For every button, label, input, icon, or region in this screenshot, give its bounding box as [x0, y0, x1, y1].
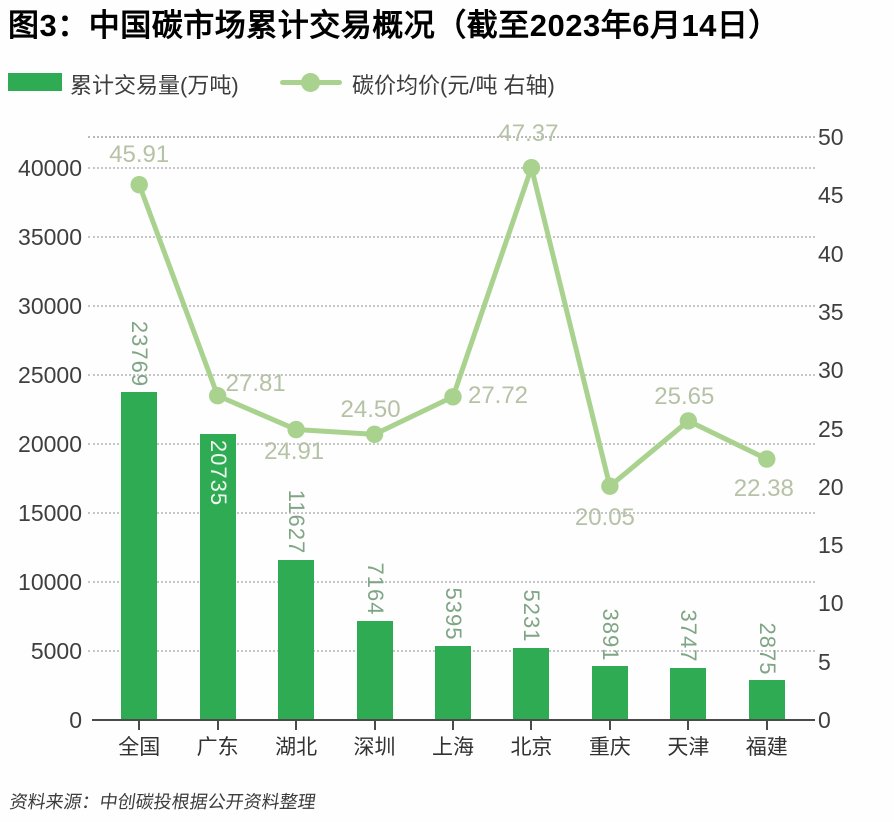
price-point-label: 24.50: [340, 396, 401, 424]
category-label: 深圳: [353, 736, 396, 759]
right-axis-tick-label: 25: [818, 415, 844, 442]
left-axis-tick-label: 20000: [18, 431, 82, 457]
right-axis-tick-label: 20: [818, 473, 844, 500]
left-axis-tick-label: 40000: [18, 155, 82, 181]
left-axis-tick-label: 15000: [18, 500, 82, 526]
price-point-marker: [287, 420, 305, 439]
legend-label-volume: 累计交易量(万吨): [70, 73, 239, 98]
price-point-marker: [522, 158, 541, 177]
right-axis-tick-label: 50: [818, 124, 844, 150]
price-point-marker: [601, 477, 619, 495]
price-point-label: 27.81: [225, 369, 286, 397]
gridline: [88, 236, 815, 238]
right-axis-tick-label: 40: [818, 240, 844, 267]
gridline: [88, 167, 815, 169]
gridline: [88, 512, 815, 514]
category-label: 重庆: [588, 736, 631, 759]
chart-title: 图3：中国碳市场累计交易概况（截至2023年6月14日）: [8, 8, 780, 43]
left-axis-tick-label: 0: [69, 707, 82, 733]
bar: [670, 668, 707, 720]
x-axis-tick: [687, 721, 690, 730]
left-axis-tick-label: 30000: [18, 293, 82, 319]
bar: [199, 433, 236, 720]
left-axis-tick-label: 25000: [18, 362, 82, 388]
x-axis-line: [92, 719, 815, 721]
price-point-marker: [130, 175, 148, 194]
x-axis-tick: [452, 721, 454, 730]
category-label: 福建: [745, 736, 788, 759]
category-label: 上海: [432, 736, 474, 759]
left-axis-tick-label: 10000: [18, 569, 82, 595]
price-point-label: 47.37: [498, 119, 559, 147]
line-marker-dot-icon: [301, 73, 320, 92]
gridline: [88, 443, 815, 445]
x-axis-tick: [530, 721, 533, 730]
right-axis-tick-label: 10: [818, 590, 844, 617]
category-label: 全国: [118, 736, 161, 759]
bar-series-swatch-icon: [8, 73, 62, 91]
gridline: [88, 305, 815, 307]
x-axis-tick: [138, 721, 141, 730]
price-point-label: 25.65: [654, 382, 715, 410]
x-axis-tick: [373, 721, 376, 730]
x-axis-tick: [216, 721, 219, 730]
right-axis-tick-label: 15: [818, 532, 844, 559]
right-axis-tick-label: 5: [818, 648, 831, 675]
category-label: 北京: [510, 736, 553, 759]
price-point-marker: [679, 412, 698, 430]
gridline-right-max: [88, 136, 815, 138]
gridline: [88, 374, 815, 376]
price-point-marker: [758, 450, 776, 468]
price-line: [136, 165, 770, 489]
left-axis-tick-label: 35000: [18, 224, 82, 250]
left-axis-tick-label: 5000: [30, 638, 82, 664]
price-point-label: 22.38: [733, 475, 794, 503]
right-axis-tick-label: 35: [818, 298, 844, 325]
bar: [356, 621, 393, 720]
category-label: 天津: [667, 736, 710, 759]
x-axis-tick: [295, 721, 298, 730]
bar: [591, 666, 628, 720]
right-axis-tick-label: 30: [818, 357, 844, 384]
bar: [278, 559, 315, 720]
bar: [435, 645, 471, 720]
category-label: 湖北: [275, 736, 318, 759]
x-axis-tick: [608, 721, 611, 730]
price-point-marker: [208, 387, 227, 405]
price-point-label: 45.91: [109, 140, 170, 168]
gridline: [88, 581, 815, 583]
price-point-marker: [444, 388, 462, 406]
price-point-label: 27.72: [467, 381, 529, 409]
category-label: 广东: [196, 736, 239, 759]
bar: [513, 647, 550, 720]
price-point-marker: [365, 425, 384, 444]
line-series-marker-icon: [280, 73, 342, 92]
legend: 累计交易量(万吨) 碳价均价(元/吨 右轴): [0, 64, 894, 100]
legend-label-price: 碳价均价(元/吨 右轴): [352, 73, 555, 98]
bar: [748, 680, 785, 720]
x-axis-tick: [765, 721, 768, 730]
price-point-label: 20.05: [574, 504, 635, 532]
bar: [121, 391, 158, 720]
right-axis-tick-label: 45: [818, 182, 844, 209]
right-axis-tick-label: 0: [818, 707, 831, 733]
price-point-label: 24.91: [264, 437, 325, 465]
